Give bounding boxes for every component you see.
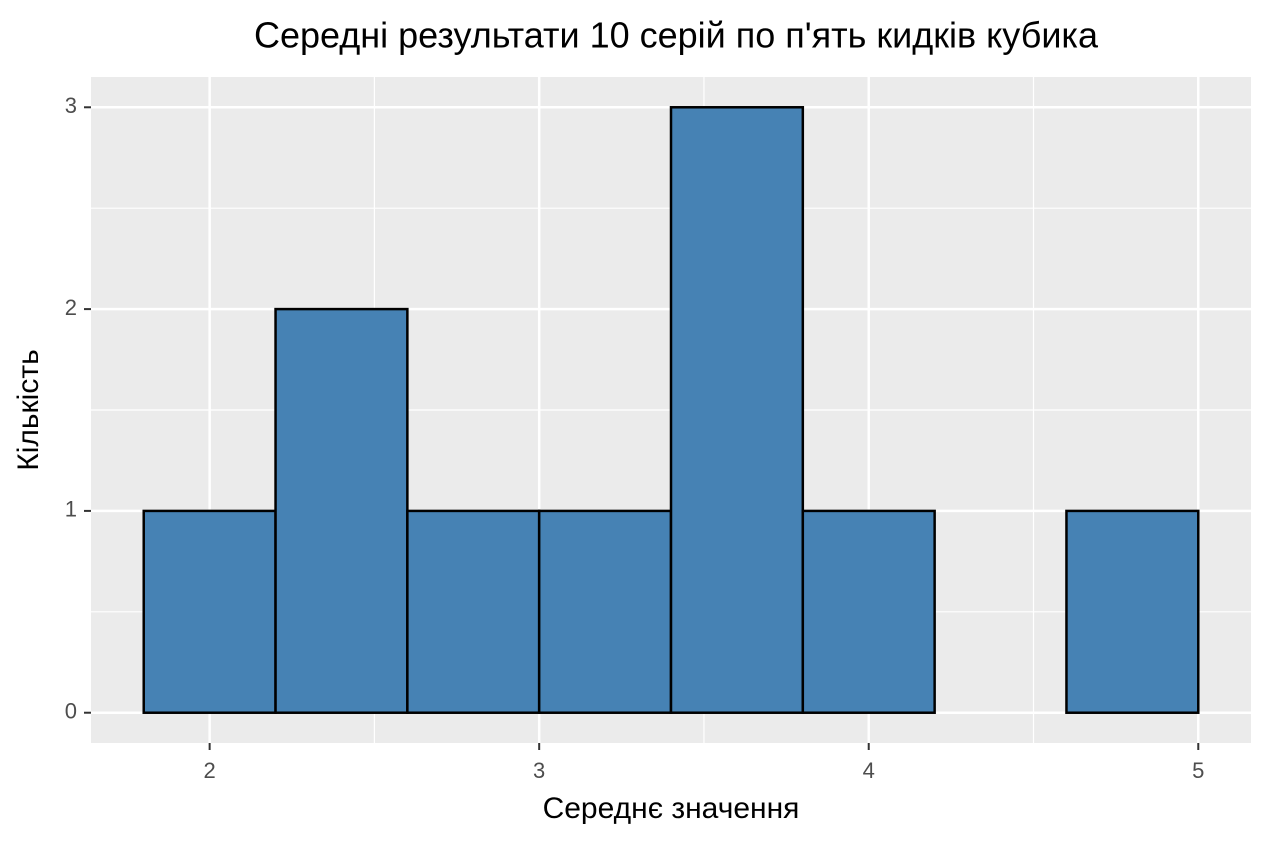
histogram-bar <box>142 509 277 714</box>
y-tick-label: 0 <box>65 699 77 724</box>
histogram-bar <box>537 509 673 714</box>
x-tick-label: 2 <box>204 758 216 783</box>
y-tick-label: 1 <box>65 497 77 522</box>
x-axis-label: Середнє значення <box>543 792 800 825</box>
x-tick-label: 4 <box>863 758 875 783</box>
histogram-bar <box>669 106 805 714</box>
chart-title: Середні результати 10 серій по п'ять кид… <box>254 15 1099 56</box>
histogram-bar <box>406 509 541 714</box>
x-tick-label: 3 <box>533 758 545 783</box>
histogram-bar <box>801 509 936 714</box>
y-tick-label: 2 <box>65 295 77 320</box>
x-tick-label: 5 <box>1192 758 1204 783</box>
y-axis-label: Кількість <box>12 349 45 470</box>
y-tick-label: 3 <box>65 93 77 118</box>
histogram-bar <box>274 307 409 714</box>
histogram-bar <box>1065 509 1200 714</box>
